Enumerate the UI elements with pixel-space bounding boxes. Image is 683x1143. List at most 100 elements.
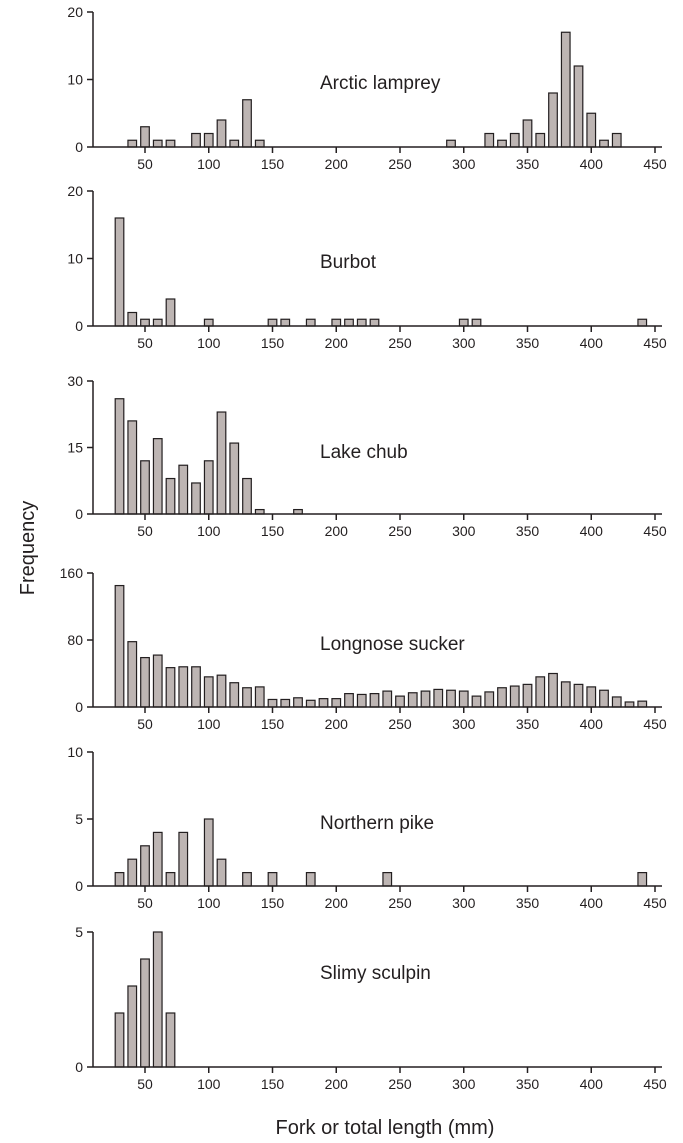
x-tick-label: 400 xyxy=(580,1076,604,1092)
x-tick-label: 250 xyxy=(388,1076,412,1092)
y-tick-label: 10 xyxy=(67,251,83,267)
bar xyxy=(611,696,622,708)
y-tick-label: 30 xyxy=(67,373,83,389)
x-tick-label: 450 xyxy=(643,716,667,732)
y-tick-label: 10 xyxy=(67,744,83,760)
bar xyxy=(152,831,163,887)
bar xyxy=(152,139,163,148)
x-tick-label: 50 xyxy=(137,1076,153,1092)
bar xyxy=(203,318,214,327)
panel-burbot: 0 10 20 50 100 150 200 250 300 350 400 450 Burbot xyxy=(67,183,666,351)
x-tick-label: 250 xyxy=(388,716,412,732)
x-tick-label: 100 xyxy=(197,156,221,172)
x-tick-label: 350 xyxy=(516,523,540,539)
bar xyxy=(114,217,125,327)
x-tick-label: 250 xyxy=(388,335,412,351)
bar xyxy=(471,318,482,327)
x-tick-label: 300 xyxy=(452,895,476,911)
bar xyxy=(637,318,648,327)
bar xyxy=(140,318,150,327)
bar xyxy=(497,687,507,708)
bar xyxy=(535,132,546,148)
bar xyxy=(305,318,316,327)
bar xyxy=(369,692,380,708)
bar xyxy=(114,1012,125,1068)
bar xyxy=(382,871,393,887)
bar xyxy=(216,411,227,515)
bar xyxy=(586,112,597,148)
bar xyxy=(152,438,163,515)
species-label: Burbot xyxy=(320,252,377,273)
bar xyxy=(140,656,150,708)
bar xyxy=(305,699,316,708)
panel-slimy-sculpin: 0 5 50 100 150 200 250 300 350 400 450 Slimy sculpi… xyxy=(75,924,667,1092)
x-tick-label: 450 xyxy=(643,895,667,911)
bar xyxy=(446,689,456,708)
bar xyxy=(611,132,622,148)
bar xyxy=(267,318,278,327)
bar xyxy=(267,871,278,887)
bar xyxy=(420,690,431,708)
bar xyxy=(242,477,252,515)
x-tick-label: 400 xyxy=(580,716,604,732)
x-tick-label: 100 xyxy=(197,523,221,539)
bar xyxy=(407,692,418,708)
bar xyxy=(458,690,469,708)
bar xyxy=(446,139,456,148)
x-tick-label: 100 xyxy=(197,895,221,911)
x-tick-label: 400 xyxy=(580,335,604,351)
species-label: Slimy sculpin xyxy=(320,963,431,984)
x-tick-label: 50 xyxy=(137,523,153,539)
bar xyxy=(509,132,520,148)
bar xyxy=(191,666,201,708)
x-tick-label: 150 xyxy=(261,156,285,172)
bar xyxy=(165,139,176,148)
x-tick-label: 250 xyxy=(388,156,412,172)
y-tick-label: 0 xyxy=(75,878,83,894)
bar xyxy=(509,685,520,708)
x-tick-label: 450 xyxy=(643,156,667,172)
bar xyxy=(331,318,342,327)
bar xyxy=(114,584,125,708)
x-tick-label: 400 xyxy=(580,156,604,172)
bar xyxy=(548,672,558,708)
bar xyxy=(560,31,571,148)
bar xyxy=(560,681,571,708)
bar xyxy=(216,858,227,887)
x-tick-label: 200 xyxy=(325,156,349,172)
x-tick-label: 150 xyxy=(261,335,285,351)
x-tick-label: 450 xyxy=(643,523,667,539)
bar xyxy=(344,318,354,327)
bar xyxy=(522,119,533,148)
species-label: Arctic lamprey xyxy=(320,73,441,94)
bar xyxy=(114,398,125,515)
x-tick-label: 200 xyxy=(325,1076,349,1092)
x-tick-label: 200 xyxy=(325,716,349,732)
bar xyxy=(165,477,176,515)
x-tick-label: 250 xyxy=(388,895,412,911)
bar xyxy=(548,92,558,148)
x-tick-label: 350 xyxy=(516,716,540,732)
panel-longnose-sucker: 0 80 160 50 100 150 200 250 300 350 400 450 Longnose… xyxy=(60,565,667,732)
y-tick-label: 160 xyxy=(60,565,84,581)
bar xyxy=(140,958,150,1068)
bar xyxy=(203,132,214,148)
bar xyxy=(127,311,138,327)
bar xyxy=(254,686,265,708)
x-tick-label: 50 xyxy=(137,335,153,351)
y-tick-label: 5 xyxy=(75,924,83,940)
x-tick-label: 300 xyxy=(452,523,476,539)
bar xyxy=(191,132,201,148)
bar xyxy=(229,139,240,148)
bar xyxy=(280,698,291,708)
x-tick-label: 300 xyxy=(452,156,476,172)
x-tick-label: 300 xyxy=(452,335,476,351)
y-tick-label: 0 xyxy=(75,139,83,155)
y-tick-label: 15 xyxy=(67,440,83,456)
x-tick-label: 200 xyxy=(325,895,349,911)
bar xyxy=(305,871,316,887)
bar xyxy=(586,686,597,708)
bar xyxy=(344,692,354,708)
bar xyxy=(356,693,367,708)
